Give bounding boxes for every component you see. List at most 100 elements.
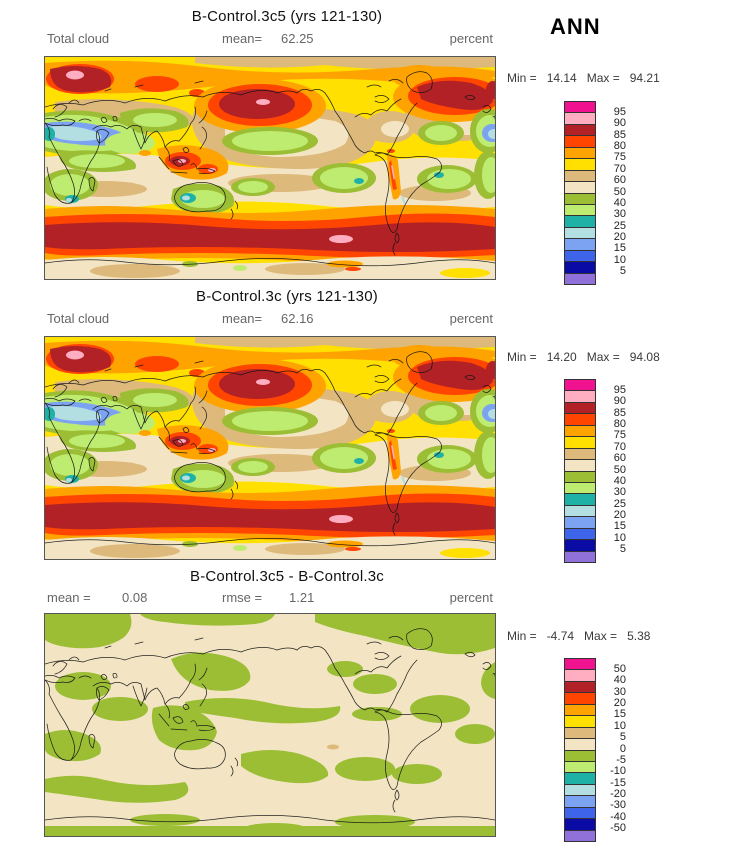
colorbar-tick-label: 80	[613, 418, 626, 430]
colorbar-swatch	[565, 182, 595, 194]
panel1-max-label: Max =	[586, 71, 620, 85]
colorbar-swatch	[565, 517, 595, 529]
colorbar-tick-label: 5	[619, 731, 626, 744]
panel1-map	[44, 56, 496, 280]
colorbar-tick-label: 10	[613, 253, 626, 266]
season-label: ANN	[550, 14, 601, 39]
colorbar-swatch-column	[564, 379, 596, 563]
colorbar-swatch	[565, 659, 595, 671]
colorbar-swatch-column	[564, 658, 596, 842]
colorbar-tick-label: 40	[613, 474, 626, 487]
colorbar-swatch	[565, 437, 595, 449]
colorbar-tick-label: 20	[613, 231, 626, 243]
colorbar-swatch	[565, 716, 595, 728]
colorbar-tick-label: -15	[610, 776, 626, 789]
colorbar-tick-labels: 95 90 85 80 75 70 60 50 40 30 25 20 15 10 5	[600, 101, 626, 283]
panel2-max-label: Max =	[586, 350, 620, 364]
colorbar-tick-label: 15	[613, 520, 626, 533]
colorbar-tick-label: 60	[613, 452, 626, 465]
colorbar-tick-label: 90	[613, 117, 626, 130]
colorbar-tick-labels: 95 90 85 80 75 70 60 50 40 30 25 20 15 10 5	[600, 379, 626, 561]
panel3-min-value: -4.74	[546, 629, 575, 643]
colorbar-swatch	[565, 739, 595, 751]
colorbar-tick-label: 5	[619, 265, 626, 278]
colorbar-tick-label: 30	[613, 685, 626, 698]
colorbar-tick-label: 25	[613, 219, 626, 232]
panel2-map	[44, 336, 496, 560]
colorbar-swatch	[565, 227, 595, 240]
panel3-rmse-label: rmse =	[222, 590, 263, 605]
colorbar-tick-label: 70	[613, 162, 626, 175]
colorbar-swatch	[565, 540, 595, 552]
colorbar-swatch	[565, 494, 595, 506]
colorbar-tick-label: 15	[613, 242, 626, 255]
colorbar-tick-label: 10	[613, 719, 626, 732]
panel1-mean-value: 62.25	[281, 31, 314, 46]
colorbar-swatch	[565, 551, 595, 562]
colorbar-tick-label: -30	[610, 799, 626, 812]
colorbar-swatch	[565, 460, 595, 472]
colorbar-tick-label: -5	[616, 753, 626, 766]
colorbar-tick-label: 95	[613, 105, 626, 118]
panel2-stats-row: Total cloud mean= 62.16 percent	[0, 311, 733, 327]
colorbar-swatch	[565, 819, 595, 831]
colorbar-swatch	[565, 681, 595, 694]
colorbar-swatch	[565, 704, 595, 717]
colorbar-swatch	[565, 391, 595, 403]
panel2-minmax: Min = 14.20 Max = 94.08	[507, 350, 660, 364]
colorbar-tick-label: -50	[610, 822, 626, 835]
panel2-variable-label: Total cloud	[47, 311, 110, 326]
colorbar-swatch	[565, 773, 595, 785]
panel2-colorbar: 95 90 85 80 75 70 60 50 40 30 25 20 15 10 5	[564, 379, 634, 563]
colorbar-swatch	[565, 250, 595, 263]
colorbar-tick-label: 30	[613, 208, 626, 221]
colorbar-tick-label: 85	[613, 406, 626, 419]
colorbar-swatch	[565, 136, 595, 148]
panel1-minmax: Min = 14.14 Max = 94.21	[507, 71, 660, 85]
colorbar-swatch	[565, 505, 595, 518]
colorbar-swatch	[565, 273, 595, 284]
colorbar-swatch	[565, 380, 595, 392]
colorbar-swatch-column	[564, 101, 596, 285]
panel3-colorbar: 50 40 30 20 15 10 5 0 -5 -10 -15 -20 -30 -40 -50	[564, 658, 634, 842]
colorbar-swatch	[565, 262, 595, 274]
panel1-variable-label: Total cloud	[47, 31, 110, 46]
colorbar-tick-label: 30	[613, 486, 626, 499]
panel1-max-value: 94.21	[629, 71, 660, 85]
colorbar-tick-label: 10	[613, 531, 626, 544]
colorbar-swatch	[565, 170, 595, 183]
colorbar-swatch	[565, 727, 595, 740]
panel1-colorbar: 95 90 85 80 75 70 60 50 40 30 25 20 15 10 5	[564, 101, 634, 285]
colorbar-swatch	[565, 482, 595, 495]
panel1-map-svg	[45, 57, 495, 279]
panel3-max-label: Max =	[584, 629, 618, 643]
colorbar-swatch	[565, 425, 595, 438]
colorbar-swatch	[565, 402, 595, 415]
panel2-min-label: Min =	[507, 350, 537, 364]
colorbar-tick-label: 5	[619, 543, 626, 556]
colorbar-tick-label: 75	[613, 429, 626, 442]
colorbar-swatch	[565, 693, 595, 705]
panel2-min-value: 14.20	[546, 350, 577, 364]
colorbar-swatch	[565, 528, 595, 541]
panel3-map-svg	[45, 614, 495, 836]
panel3-minmax: Min = -4.74 Max = 5.38	[507, 629, 650, 643]
colorbar-tick-label: -20	[610, 788, 626, 800]
panel1-mean-label: mean=	[222, 31, 263, 46]
colorbar-swatch	[565, 471, 595, 483]
colorbar-tick-labels: 50 40 30 20 15 10 5 0 -5 -10 -15 -20 -30 -40 -50	[600, 658, 626, 840]
colorbar-swatch	[565, 670, 595, 682]
panel2-unit-label: percent	[449, 311, 493, 326]
colorbar-swatch	[565, 113, 595, 125]
panel2-title: B-Control.3c (yrs 121-130)	[196, 288, 378, 305]
colorbar-tick-label: 85	[613, 128, 626, 141]
panel1-min-value: 14.14	[546, 71, 577, 85]
colorbar-tick-label: 95	[613, 383, 626, 396]
colorbar-tick-label: 75	[613, 151, 626, 164]
colorbar-tick-label: 90	[613, 395, 626, 408]
colorbar-tick-label: -10	[610, 765, 626, 778]
colorbar-swatch	[565, 796, 595, 808]
colorbar-swatch	[565, 750, 595, 762]
colorbar-tick-label: 25	[613, 497, 626, 510]
